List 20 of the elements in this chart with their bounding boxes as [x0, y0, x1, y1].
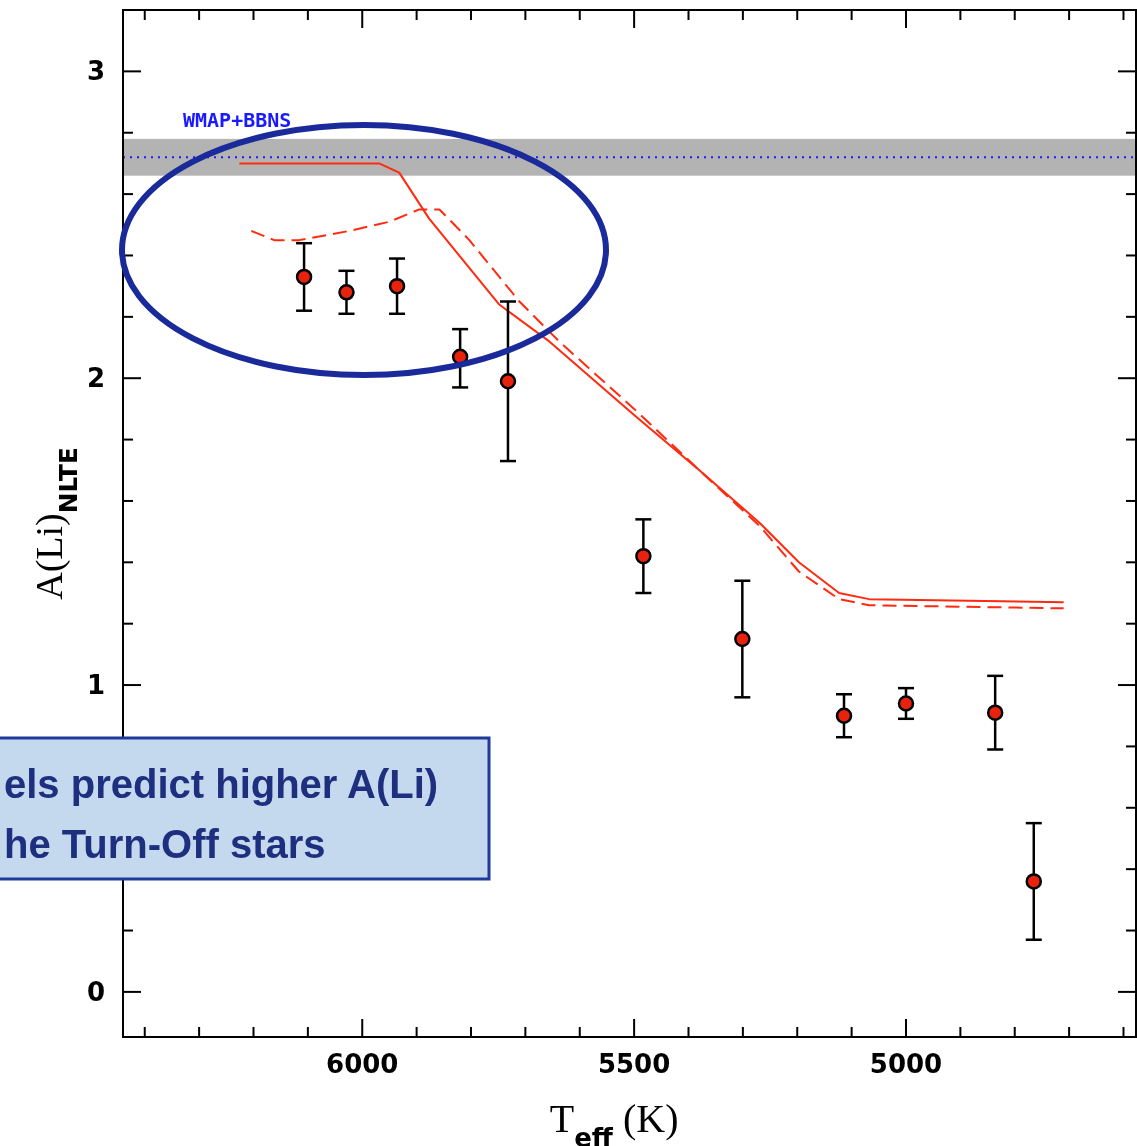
point [897, 695, 915, 712]
annotation: he Turn-Off stars [4, 822, 326, 866]
x-tick-label: 5000 [869, 1049, 943, 1079]
x-tick-label: 6000 [326, 1049, 399, 1079]
y-tick-label: 3 [86, 56, 105, 87]
point [338, 284, 355, 301]
point [388, 277, 406, 295]
point [734, 630, 751, 648]
point [295, 268, 313, 286]
point [499, 373, 517, 390]
y-tick-label: 0 [86, 976, 105, 1007]
y-tick-label: 2 [86, 363, 105, 394]
x-tick-label: 5500 [597, 1049, 671, 1079]
point [986, 704, 1004, 721]
annotation: els predict higher A(Li) [4, 762, 439, 806]
point [835, 707, 853, 724]
point [635, 547, 652, 565]
ref-line-label: WMAP+BBNS [183, 108, 292, 133]
y-tick-label: 1 [86, 670, 105, 701]
point [1025, 873, 1043, 890]
